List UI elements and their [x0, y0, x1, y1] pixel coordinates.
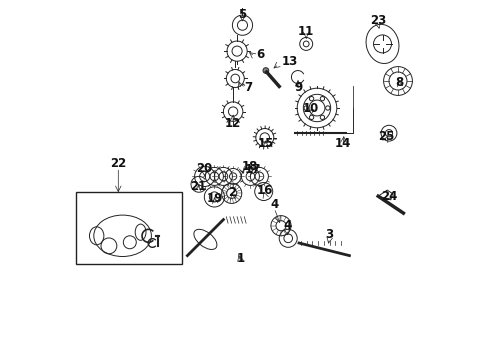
- Bar: [76, 192, 182, 264]
- Text: 4: 4: [270, 198, 278, 211]
- Text: 24: 24: [381, 190, 397, 203]
- Text: 10: 10: [303, 102, 319, 115]
- Text: 25: 25: [378, 130, 394, 143]
- Text: 2: 2: [228, 186, 237, 199]
- Text: 3: 3: [325, 228, 334, 241]
- Text: 12: 12: [225, 117, 241, 130]
- Text: 4: 4: [283, 219, 291, 232]
- Text: 8: 8: [396, 76, 404, 89]
- Text: 14: 14: [335, 137, 351, 150]
- Text: 19: 19: [207, 192, 223, 205]
- Text: 18: 18: [242, 160, 259, 173]
- Text: 20: 20: [196, 162, 213, 175]
- Text: 15: 15: [258, 137, 274, 150]
- Text: 17: 17: [245, 163, 261, 176]
- Text: 7: 7: [244, 81, 252, 94]
- Text: 6: 6: [256, 48, 264, 61]
- Circle shape: [263, 68, 269, 73]
- Text: 16: 16: [256, 184, 272, 197]
- Text: 13: 13: [281, 55, 297, 68]
- Text: 9: 9: [294, 81, 302, 94]
- Text: 1: 1: [237, 252, 245, 265]
- Text: 21: 21: [190, 180, 206, 193]
- Text: 5: 5: [238, 8, 246, 21]
- Text: 11: 11: [298, 25, 314, 38]
- Text: 23: 23: [370, 14, 386, 27]
- Text: 22: 22: [110, 157, 126, 170]
